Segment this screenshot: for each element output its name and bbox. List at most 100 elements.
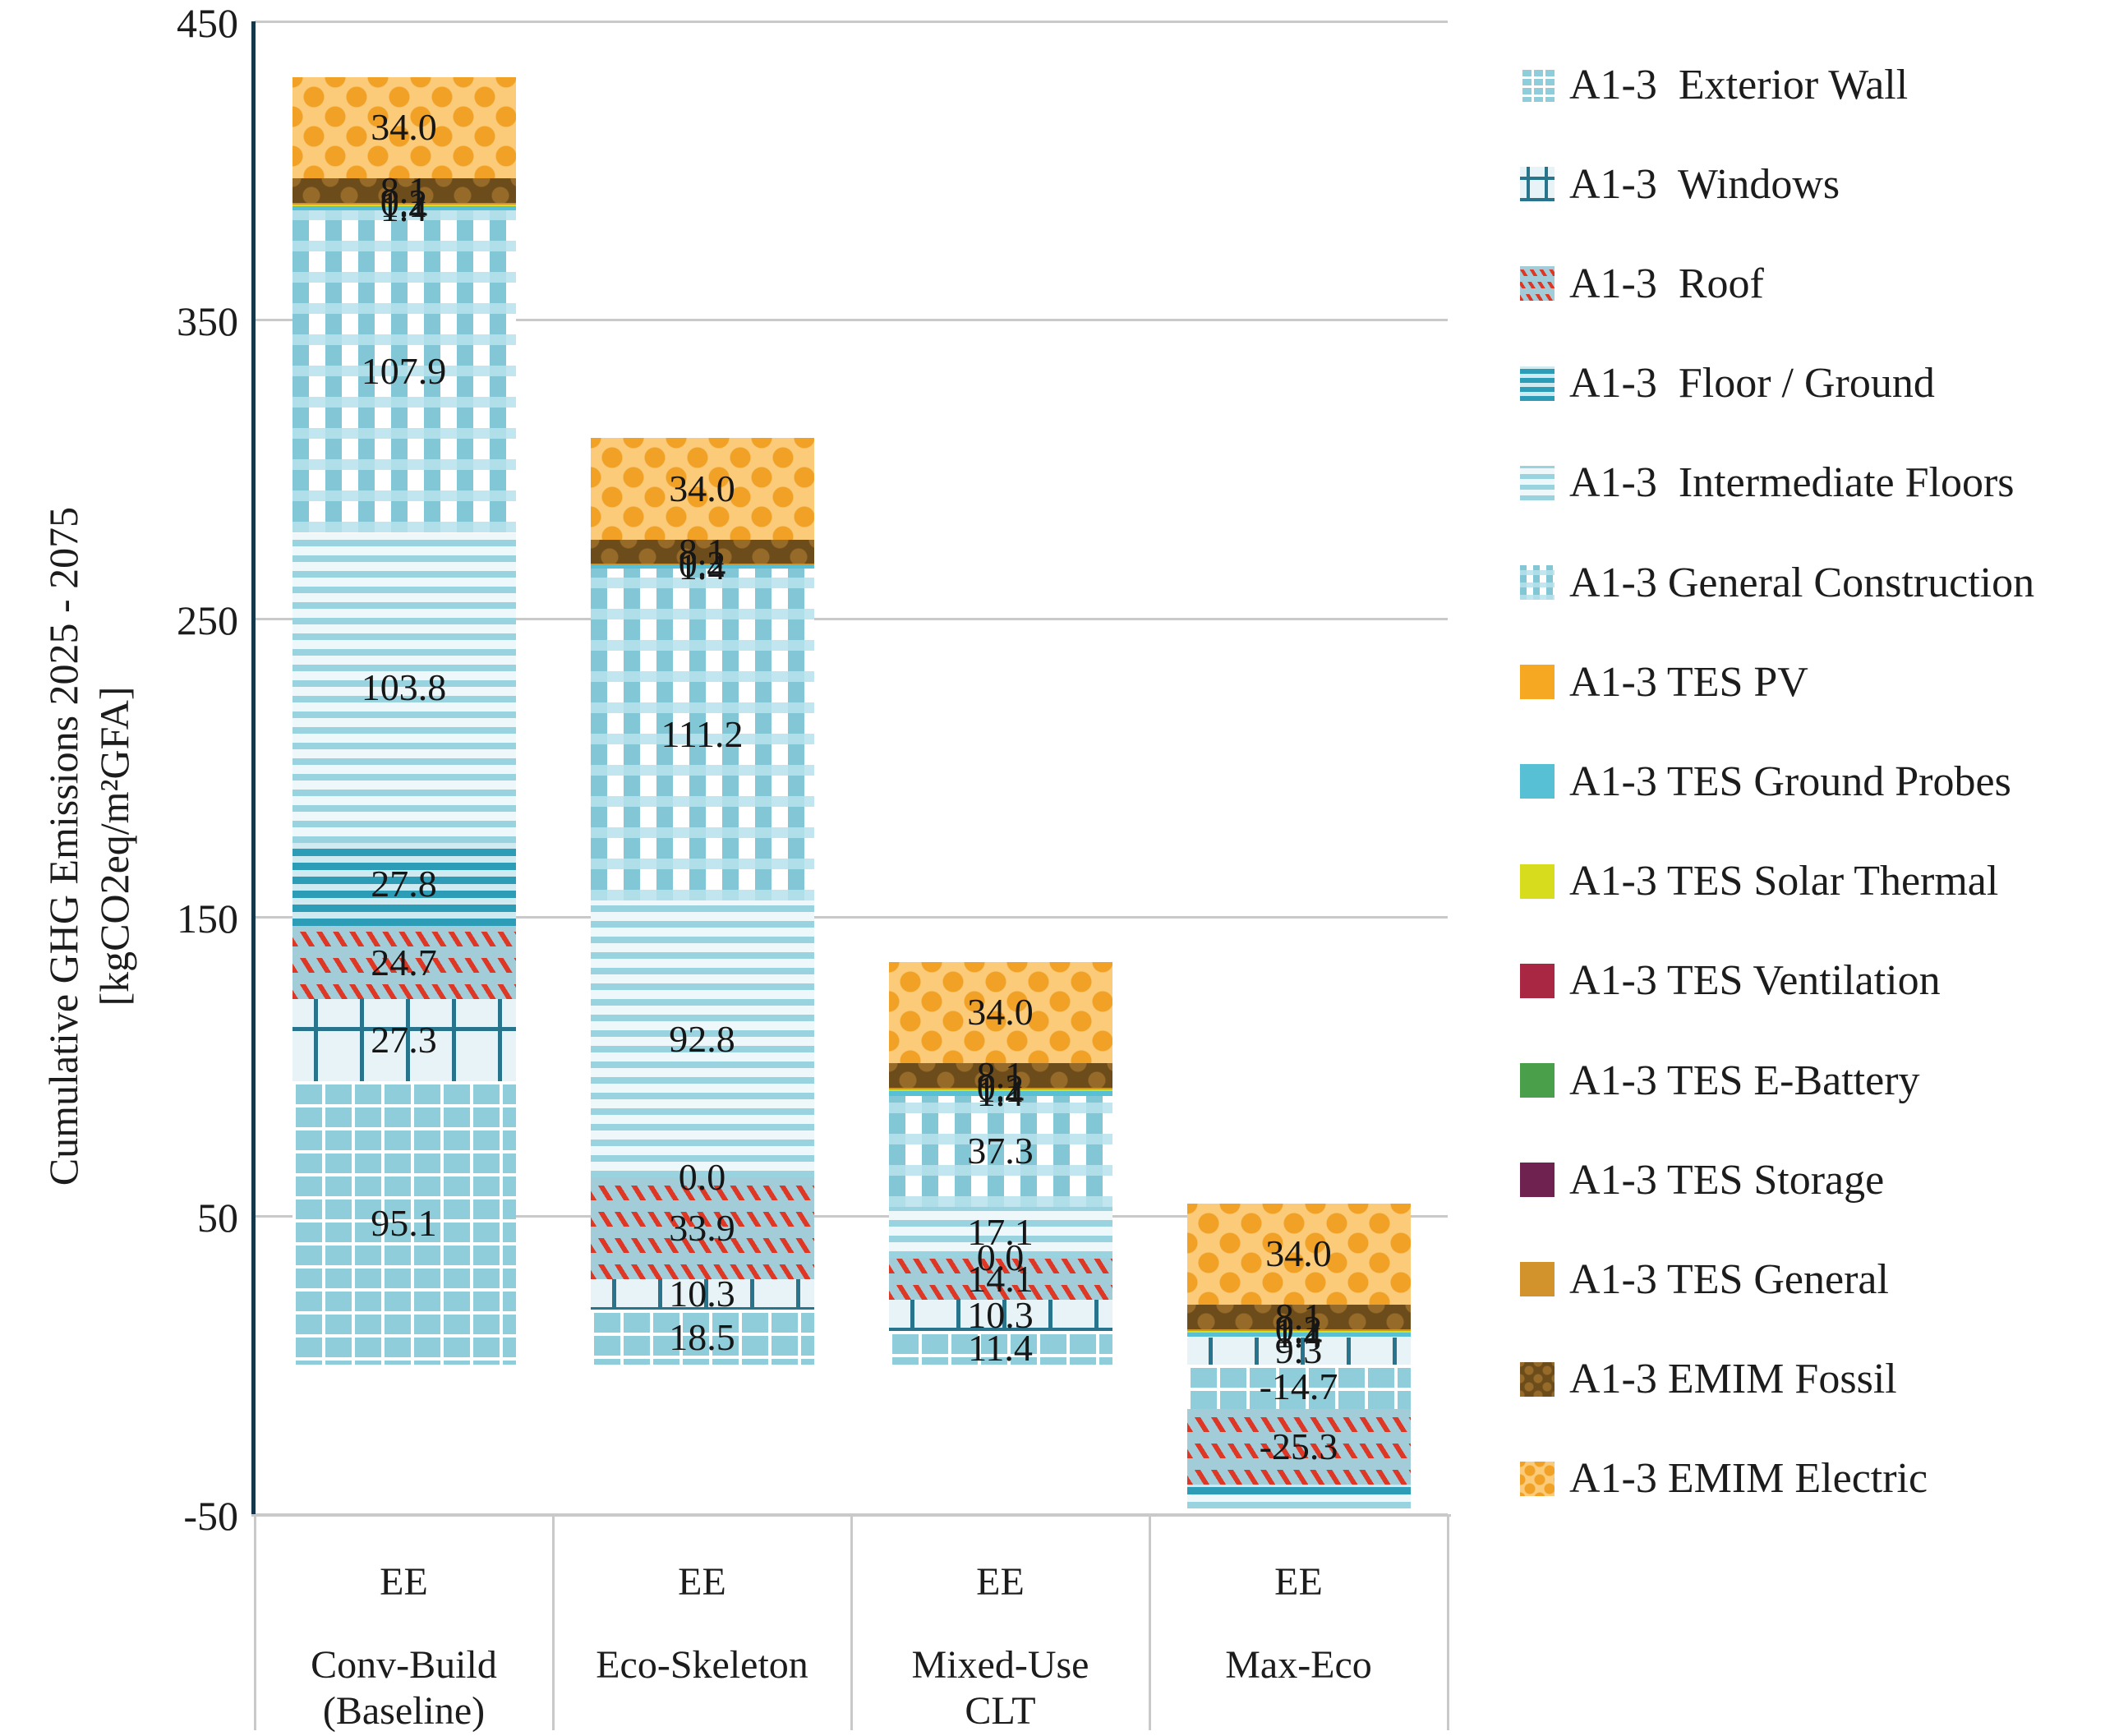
bar-segment: [1186, 1337, 1411, 1365]
category-label-line1: EE: [1274, 1560, 1323, 1604]
gridline: [255, 916, 1448, 919]
bar-segment: [590, 569, 814, 901]
bar-segment: [1186, 1484, 1411, 1495]
legend-label: A1-3 General Construction: [1569, 559, 2035, 606]
bar-segment: [590, 564, 814, 569]
y-tick-label: 50: [197, 1194, 238, 1241]
legend-item: A1-3 EMIM Electric: [1520, 1454, 1928, 1503]
bar-segment-label: 37.3: [967, 1130, 1034, 1172]
legend-item: A1-3 TES Ventilation: [1520, 956, 1941, 1006]
y-tick-label: 350: [177, 298, 238, 345]
bar-segment-label: 18.5: [669, 1315, 735, 1358]
category-label-line3: (Baseline): [322, 1689, 486, 1733]
bar-segment: [590, 1310, 814, 1365]
legend-label: A1-3 TES General: [1569, 1255, 1889, 1303]
category-label: EE Mixed-Use CLT: [851, 1559, 1149, 1734]
y-tick-label: 250: [177, 596, 238, 643]
bar-segment-label: 8.1: [976, 1053, 1025, 1096]
category-label-line1: EE: [678, 1560, 726, 1604]
legend-item: A1-3 Roof: [1520, 259, 1764, 308]
bar-segment: [590, 1278, 814, 1310]
bar-segment: [590, 564, 814, 566]
category-label-line2: Mixed-Use: [911, 1643, 1089, 1687]
category-table-divider: [552, 1514, 555, 1730]
legend-label: A1-3 TES Ground Probes: [1569, 757, 2011, 805]
bar-segment-label: 11.4: [968, 1326, 1033, 1369]
legend-item: A1-3 TES General: [1520, 1255, 1889, 1304]
bar-segment-label: -14.7: [1259, 1365, 1338, 1407]
legend-item: A1-3 Floor / Ground: [1520, 359, 1935, 408]
bar-segment: [888, 1095, 1112, 1208]
legend-label: A1-3 Exterior Wall: [1569, 61, 1909, 108]
bar-segment-label: 10.3: [669, 1273, 735, 1315]
gridline: [255, 21, 1448, 23]
bar-segment: [888, 1087, 1112, 1089]
bar-segment: [1186, 1494, 1411, 1508]
tesgen-legend-swatch: [1520, 1262, 1555, 1297]
bar-segment-label: 0.0: [976, 1236, 1025, 1279]
legend-item: A1-3 Windows: [1520, 159, 1840, 209]
windows-legend-swatch: [1520, 167, 1555, 202]
bar-segment-label: 34.0: [371, 106, 437, 149]
bar-segment: [888, 1207, 1112, 1259]
gridline: [255, 319, 1448, 322]
bar-segment-label: 17.1: [967, 1211, 1034, 1254]
y-axis-title: Cumulative GHG Emissions 2025 - 2075 [kg…: [31, 205, 146, 1487]
bar-segment: [292, 925, 516, 1000]
bar-segment-label: 14.1: [967, 1257, 1034, 1300]
bar-segment: [888, 1330, 1112, 1365]
floor-legend-swatch: [1520, 366, 1555, 401]
category-table-divider: [850, 1514, 853, 1730]
bar-segment-label: 0.2: [380, 181, 428, 223]
bar-segment: [888, 961, 1112, 1064]
bar-segment-label: 1.4: [976, 1071, 1025, 1114]
category-table-divider: [254, 1514, 256, 1730]
roof-legend-swatch: [1520, 266, 1555, 302]
bar-segment-label: -25.3: [1259, 1425, 1338, 1467]
category-label: EE Eco-Skeleton: [553, 1559, 851, 1688]
legend-item: A1-3 TES Ground Probes: [1520, 757, 2011, 806]
bar-segment-label: 1.4: [380, 186, 428, 229]
bar-segment-label: 103.8: [361, 666, 447, 709]
bar-segment-label: 107.9: [361, 350, 447, 393]
bar-segment: [1186, 1203, 1411, 1305]
bar-segment: [590, 438, 814, 540]
y-tick-label: 450: [177, 0, 238, 46]
legend-label: A1-3 Windows: [1569, 160, 1840, 208]
bar-segment: [292, 532, 516, 843]
bar-segment-label: 33.9: [669, 1207, 735, 1250]
bar-segment-label: 1.1: [380, 183, 428, 226]
bar-segment-label: 1.4: [678, 545, 726, 587]
bar-segment: [888, 1088, 1112, 1092]
storage-legend-swatch: [1520, 1163, 1555, 1198]
legend-label: A1-3 Roof: [1569, 260, 1764, 307]
bar-segment-label: 8.1: [1274, 1295, 1323, 1338]
vent-legend-swatch: [1520, 963, 1555, 998]
category-label-line2: Conv-Build: [311, 1643, 497, 1687]
bar-segment: [292, 203, 516, 207]
legend-label: A1-3 TES Storage: [1569, 1156, 1885, 1204]
legend-label: A1-3 Floor / Ground: [1569, 360, 1935, 408]
bar-segment: [888, 1300, 1112, 1331]
category-label-line1: EE: [976, 1560, 1025, 1604]
bar-segment-label: 0.2: [976, 1066, 1025, 1109]
bar-segment: [1186, 1408, 1411, 1485]
bar-segment: [292, 1080, 516, 1365]
legend-item: A1-3 EMIM Fossil: [1520, 1355, 1897, 1404]
bar-segment-label: 0.0: [678, 1156, 726, 1199]
category-label-line2: Eco-Skeleton: [596, 1643, 808, 1687]
bar-segment: [888, 1091, 1112, 1096]
bar-segment-label: 92.8: [669, 1017, 735, 1060]
inter-legend-swatch: [1520, 465, 1555, 500]
bar-segment-label: 1.1: [976, 1068, 1025, 1111]
legend-label: A1-3 EMIM Fossil: [1569, 1356, 1897, 1403]
y-axis-line: [251, 21, 256, 1514]
category-label-line2: Max-Eco: [1225, 1643, 1372, 1687]
legend-label: A1-3 EMIM Electric: [1569, 1455, 1928, 1503]
legend-label: A1-3 TES E-Battery: [1569, 1057, 1920, 1104]
fossil-legend-swatch: [1520, 1361, 1555, 1397]
legend-item: A1-3 TES Storage: [1520, 1155, 1884, 1204]
bar-segment-label: 8.1: [678, 530, 726, 573]
gridline: [255, 617, 1448, 620]
